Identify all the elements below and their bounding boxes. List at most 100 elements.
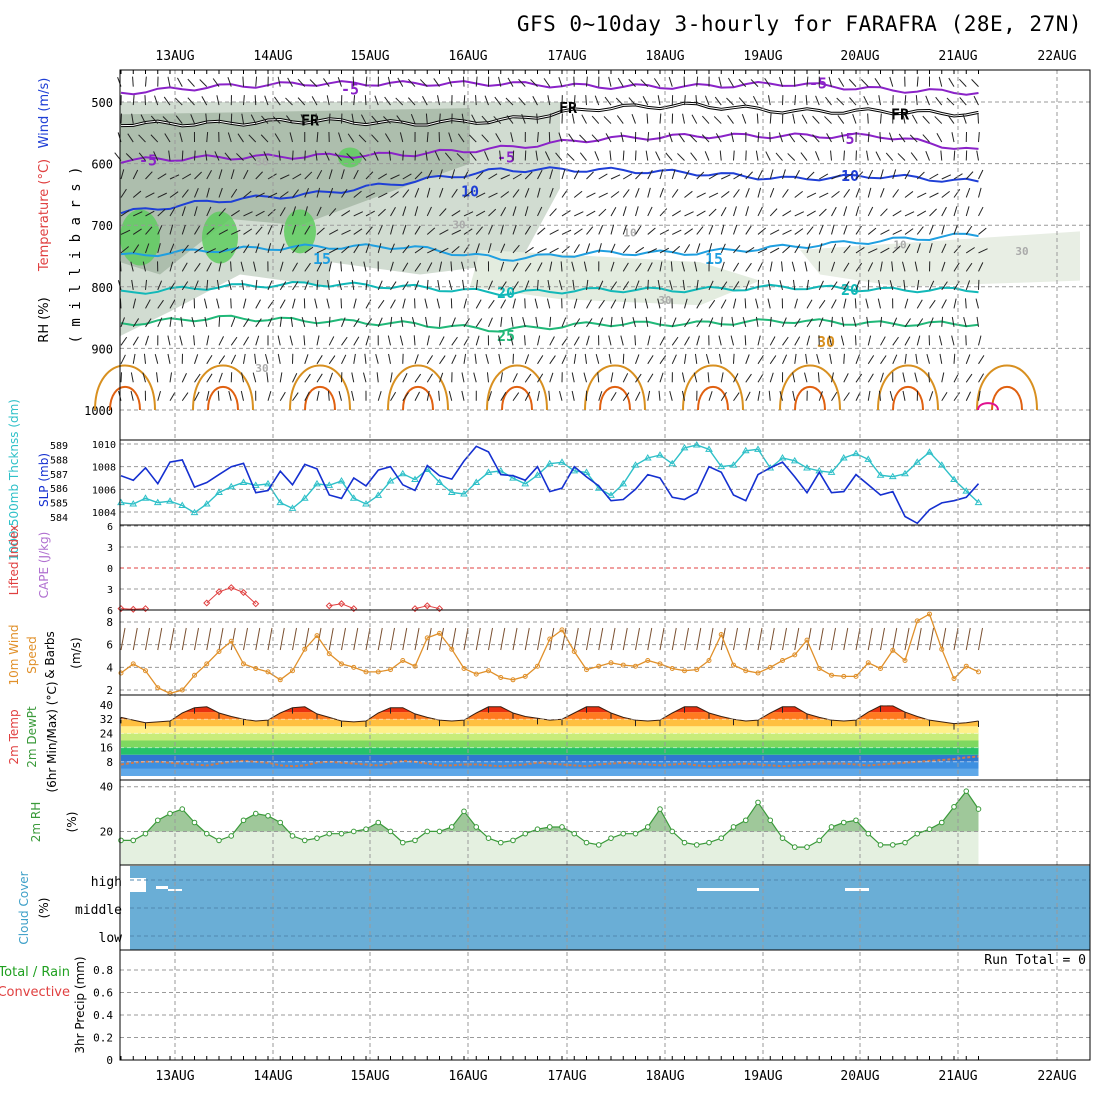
thickness-point — [411, 475, 419, 483]
wind-barb — [831, 206, 837, 217]
wind-barb — [885, 152, 894, 161]
thickness-point — [239, 478, 248, 485]
wind-barb — [250, 114, 257, 124]
thickness-point — [533, 471, 542, 478]
isotherm-30-arc — [387, 364, 449, 411]
wind-barb — [145, 171, 153, 180]
wind-barb — [819, 192, 829, 198]
wind-barb — [647, 187, 651, 198]
temp-tick-label: 8 — [106, 756, 113, 769]
rh2m-point — [779, 835, 786, 841]
wind-barb — [205, 113, 208, 124]
wind-barb — [929, 224, 934, 235]
wind-barb — [605, 133, 612, 143]
wind-barb — [805, 353, 808, 364]
wind-barb — [500, 224, 504, 235]
wind-barb — [965, 247, 975, 254]
wind10-point — [816, 665, 822, 671]
wind-barb — [825, 96, 832, 106]
isotherm-35-arc — [892, 385, 924, 411]
wind-barb — [390, 261, 394, 272]
wind-barb — [206, 262, 212, 272]
wind-barb — [214, 151, 220, 161]
wind-barb — [341, 317, 346, 328]
wind-barb — [860, 79, 869, 87]
ylabel-2m-dewpt: 2m DewPt — [25, 706, 39, 768]
wind-barb — [426, 187, 431, 198]
rh2m-point — [951, 804, 957, 810]
wind-barb — [720, 299, 727, 309]
wind-barb — [610, 391, 617, 402]
wind10-barb — [120, 627, 126, 651]
wind-barb — [640, 79, 649, 87]
wind-barb — [684, 211, 694, 217]
wind10-point — [179, 687, 185, 693]
wind-barb — [696, 226, 704, 235]
thickness-point — [864, 455, 873, 462]
wind-barb — [390, 174, 400, 180]
wind-barb — [805, 95, 808, 106]
wind-barb — [704, 95, 710, 106]
wind-barb — [451, 169, 456, 180]
wind-barb — [456, 153, 465, 161]
wind-barb — [792, 372, 796, 383]
wind-barb — [426, 355, 433, 365]
wind10-barb — [377, 627, 383, 651]
wind-barb — [831, 372, 834, 383]
thickness-point — [852, 449, 860, 457]
wind-barb — [978, 169, 984, 180]
wind-barb — [414, 188, 420, 198]
wind-barb — [140, 114, 146, 124]
wind10-barb — [916, 627, 922, 651]
temp-band — [121, 747, 979, 755]
thickness-point — [178, 501, 187, 508]
wind-barb — [904, 318, 911, 328]
wind10-point — [767, 664, 773, 670]
wind-barb — [684, 336, 690, 346]
wind-barb — [351, 372, 355, 383]
wind-barb — [978, 390, 981, 401]
rh2m-point — [424, 828, 431, 835]
wind-barb — [721, 174, 731, 180]
isotherm-line — [120, 314, 979, 333]
wind-barb — [659, 113, 662, 124]
panel-frame-precip — [119, 949, 1091, 1061]
wind-barb — [560, 261, 563, 272]
wind-barb — [892, 336, 899, 346]
wind-barb — [755, 316, 759, 327]
thickness-point — [202, 500, 211, 507]
wind-barb — [818, 173, 829, 180]
wind-barb — [757, 187, 762, 198]
wind-barb — [414, 225, 421, 235]
wind-barb — [659, 372, 664, 383]
wind-barb — [133, 211, 143, 217]
isotherm-30-arc — [976, 364, 1038, 411]
wind-barb — [326, 95, 330, 106]
rh2m-point — [473, 824, 480, 830]
wind-barb — [915, 353, 918, 364]
wind10-barb — [769, 627, 775, 651]
wind-barb — [549, 316, 552, 327]
wind-barb — [426, 206, 432, 217]
wind-barb — [301, 317, 306, 327]
wind-barb — [156, 372, 159, 383]
wind-barb — [390, 316, 393, 327]
wind-barb — [426, 169, 433, 180]
wind-barb — [157, 173, 167, 180]
wind-barb — [396, 115, 404, 124]
wind-barb — [787, 153, 796, 161]
wind-barb — [419, 79, 428, 87]
wind-barb — [524, 298, 526, 309]
wind10-barb — [255, 627, 261, 651]
wind10-point — [633, 663, 638, 669]
wind-barb — [167, 353, 171, 364]
ylabel-barbs: & Barbs — [43, 631, 57, 679]
wind-barb — [831, 391, 838, 402]
thickness-point — [215, 488, 223, 496]
precip-tick-label: 0.8 — [93, 964, 113, 977]
thickness-point — [656, 451, 664, 458]
wind-barb — [377, 243, 382, 254]
wind-barb — [880, 316, 883, 327]
wind-barb — [145, 192, 155, 198]
wind-barb — [486, 372, 489, 383]
